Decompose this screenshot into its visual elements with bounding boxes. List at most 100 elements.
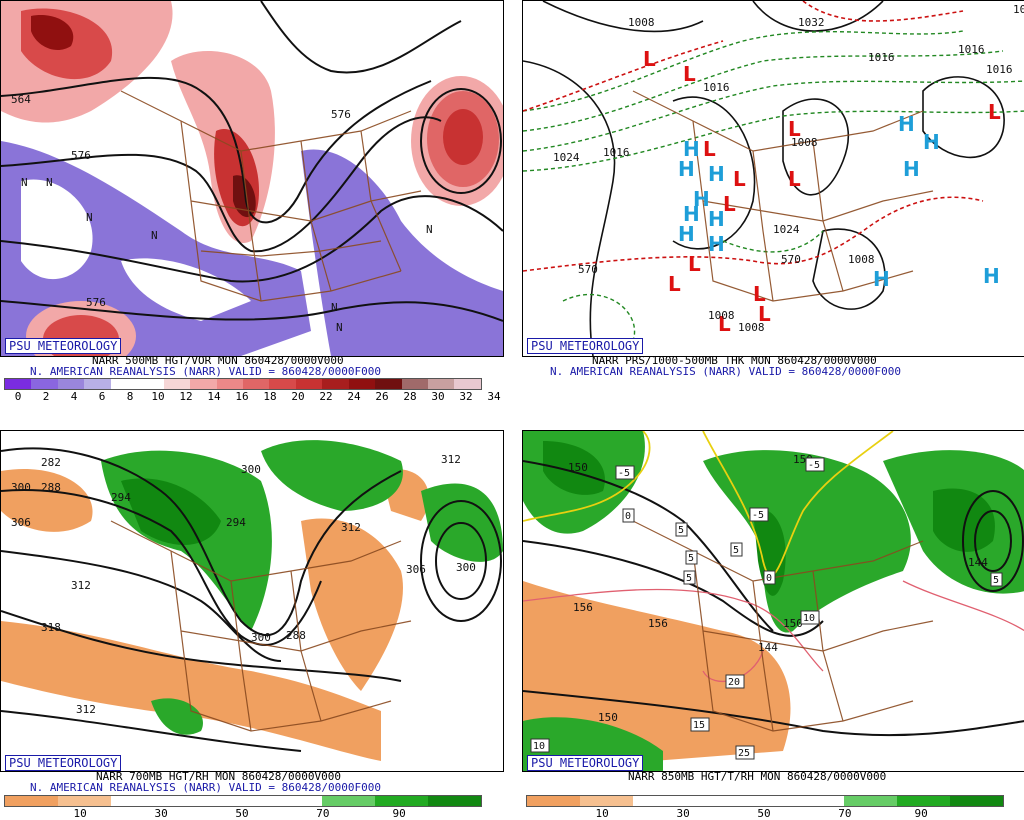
svg-text:25: 25 xyxy=(738,748,750,759)
colorbar-swatch xyxy=(322,796,376,806)
temperature-label: 20 xyxy=(725,674,745,689)
contour-label: 156 xyxy=(573,601,593,614)
temperature-label: 5 xyxy=(675,522,688,537)
temperature-label: 25 xyxy=(735,745,755,760)
contour-label: 300 xyxy=(456,561,476,574)
contour-label: 312 xyxy=(441,453,461,466)
contour-label: 312 xyxy=(341,521,361,534)
contour-label: 288 xyxy=(41,481,61,494)
temperature-label: -5 xyxy=(749,507,769,522)
contour-label: 288 xyxy=(286,629,306,642)
panel-700mb-rh: 282 288 300 306 294 294 300 312 312 318 306 300 300 2… xyxy=(0,430,504,772)
temperature-label: 0 xyxy=(622,508,635,523)
psu-meteorology-badge: PSU METEOROLOGY xyxy=(527,755,644,771)
low-pressure-marker: L xyxy=(788,117,801,141)
low-pressure-marker: L xyxy=(988,100,1001,124)
colorbar-swatch xyxy=(242,379,270,389)
low-pressure-marker: L xyxy=(733,167,746,191)
contour-label: 300 xyxy=(11,481,31,494)
contour-label: 294 xyxy=(111,491,131,504)
high-pressure-marker: H xyxy=(873,267,890,291)
contour-label: 306 xyxy=(11,516,31,529)
svg-text:10: 10 xyxy=(803,613,815,624)
vort-caption-line2: N. AMERICAN REANALYSIS (NARR) VALID = 86… xyxy=(30,365,381,378)
colorbar-label: 34 xyxy=(487,390,501,403)
colorbar-swatch xyxy=(57,796,111,806)
contour-label: 1008 xyxy=(1013,3,1024,16)
temperature-label: 15 xyxy=(690,717,710,732)
low-pressure-marker: L xyxy=(703,137,716,161)
rh700-map: 282 288 300 306 294 294 300 312 312 318 306 300 300 2… xyxy=(1,431,503,771)
contour-label: 1008 xyxy=(628,16,655,29)
colorbar-label: 90 xyxy=(392,807,406,820)
contour-label: N xyxy=(331,301,338,314)
contour-label: 570 xyxy=(781,253,801,266)
contour-label: 1016 xyxy=(868,51,895,64)
colorbar-label: 10 xyxy=(595,807,609,820)
contour-label: 150 xyxy=(598,711,618,724)
svg-text:5: 5 xyxy=(993,575,999,586)
colorbar-swatch xyxy=(375,796,429,806)
prs-caption-line1: NARR PRS/1000-500MB THK MON 860428/0000V… xyxy=(592,354,877,367)
colorbar-label: 20 xyxy=(291,390,305,403)
low-pressure-marker: L xyxy=(683,62,696,86)
colorbar-swatch xyxy=(428,796,482,806)
colorbar-swatch xyxy=(295,379,323,389)
colorbar-swatch xyxy=(5,379,32,389)
svg-text:5: 5 xyxy=(688,553,694,564)
colorbar-label: 4 xyxy=(70,390,78,403)
colorbar-swatch xyxy=(269,379,296,389)
colorbar-label: 14 xyxy=(207,390,221,403)
colorbar-swatch xyxy=(579,796,633,806)
colorbar-swatch xyxy=(216,379,243,389)
svg-text:10: 10 xyxy=(533,741,545,752)
temperature-label: 0 xyxy=(763,570,776,585)
colorbar-swatch xyxy=(791,796,845,806)
svg-text:0: 0 xyxy=(625,511,631,522)
svg-text:5: 5 xyxy=(678,525,684,536)
contour-label: 1008 xyxy=(791,136,818,149)
vorticity-colorbar-labels: 0 2 4 6 8 10 12 14 16 18 20 22 24 26 28 30 32 34 xyxy=(4,390,501,403)
colorbar-label: 10 xyxy=(151,390,165,403)
colorbar-label: 24 xyxy=(347,390,361,403)
high-pressure-marker: H xyxy=(903,157,920,181)
colorbar-swatch xyxy=(190,379,217,389)
colorbar-swatch xyxy=(137,379,164,389)
colorbar-swatch xyxy=(216,796,270,806)
high-pressure-marker: H xyxy=(693,187,710,211)
colorbar-label: 0 xyxy=(14,390,22,403)
colorbar-swatch xyxy=(527,796,580,806)
high-pressure-marker: H xyxy=(983,264,1000,288)
colorbar-label: 10 xyxy=(73,807,87,820)
contour-label: 312 xyxy=(76,703,96,716)
svg-text:-5: -5 xyxy=(618,468,630,479)
contour-label: N xyxy=(46,176,53,189)
rh700-caption-line2: N. AMERICAN REANALYSIS (NARR) VALID = 86… xyxy=(30,781,381,794)
colorbar-swatch xyxy=(401,379,428,389)
psu-meteorology-badge: PSU METEOROLOGY xyxy=(527,338,644,354)
contour-label: 300 xyxy=(251,631,271,644)
colorbar-swatch xyxy=(375,379,402,389)
colorbar-label: 30 xyxy=(676,807,690,820)
contour-label: 1016 xyxy=(958,43,985,56)
psu-meteorology-badge: PSU METEOROLOGY xyxy=(5,338,122,354)
colorbar-swatch xyxy=(897,796,951,806)
contour-label: 150 xyxy=(783,617,803,630)
temperature-label: 10 xyxy=(800,610,820,625)
rh700-caption-line1: NARR 700MB HGT/RH MON 860428/0000V000 xyxy=(96,770,342,783)
colorbar-label: 8 xyxy=(126,390,134,403)
contour-label: 294 xyxy=(226,516,246,529)
contour-label: 1008 xyxy=(738,321,765,334)
colorbar-label: 28 xyxy=(403,390,417,403)
low-pressure-marker: L xyxy=(723,192,736,216)
temperature-label: 10 xyxy=(530,738,550,753)
colorbar-label: 26 xyxy=(375,390,389,403)
high-pressure-marker: H xyxy=(708,207,725,231)
svg-text:-5: -5 xyxy=(752,510,764,521)
colorbar-label: 22 xyxy=(319,390,333,403)
panel-500mb-vorticity: 576 564 576 576 N N N N N N N PSU METEOROLOGY xyxy=(0,0,504,357)
contour-label: N xyxy=(151,229,158,242)
contour-label: 1016 xyxy=(986,63,1013,76)
colorbar-swatch xyxy=(163,796,217,806)
